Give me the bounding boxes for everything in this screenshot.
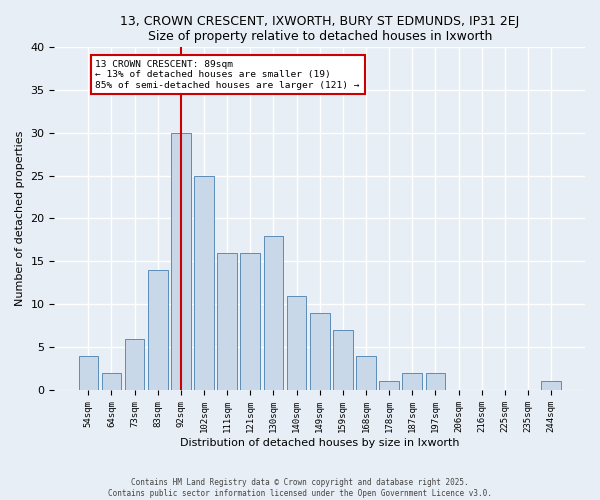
X-axis label: Distribution of detached houses by size in Ixworth: Distribution of detached houses by size … (180, 438, 460, 448)
Bar (333, 330, 353, 390)
Bar (541, 382, 561, 390)
Bar (425, 373, 445, 390)
Title: 13, CROWN CRESCENT, IXWORTH, BURY ST EDMUNDS, IP31 2EJ
Size of property relative: 13, CROWN CRESCENT, IXWORTH, BURY ST EDM… (120, 15, 520, 43)
Bar (101, 373, 121, 390)
Bar (356, 356, 376, 390)
Bar (217, 253, 237, 390)
Bar (241, 253, 260, 390)
Y-axis label: Number of detached properties: Number of detached properties (15, 131, 25, 306)
Bar (171, 132, 191, 390)
Bar (379, 382, 399, 390)
Bar (125, 338, 145, 390)
Bar (403, 373, 422, 390)
Text: Contains HM Land Registry data © Crown copyright and database right 2025.
Contai: Contains HM Land Registry data © Crown c… (108, 478, 492, 498)
Bar (194, 176, 214, 390)
Bar (310, 313, 329, 390)
Bar (263, 236, 283, 390)
Bar (148, 270, 167, 390)
Bar (79, 356, 98, 390)
Text: 13 CROWN CRESCENT: 89sqm
← 13% of detached houses are smaller (19)
85% of semi-d: 13 CROWN CRESCENT: 89sqm ← 13% of detach… (95, 60, 360, 90)
Bar (287, 296, 307, 390)
